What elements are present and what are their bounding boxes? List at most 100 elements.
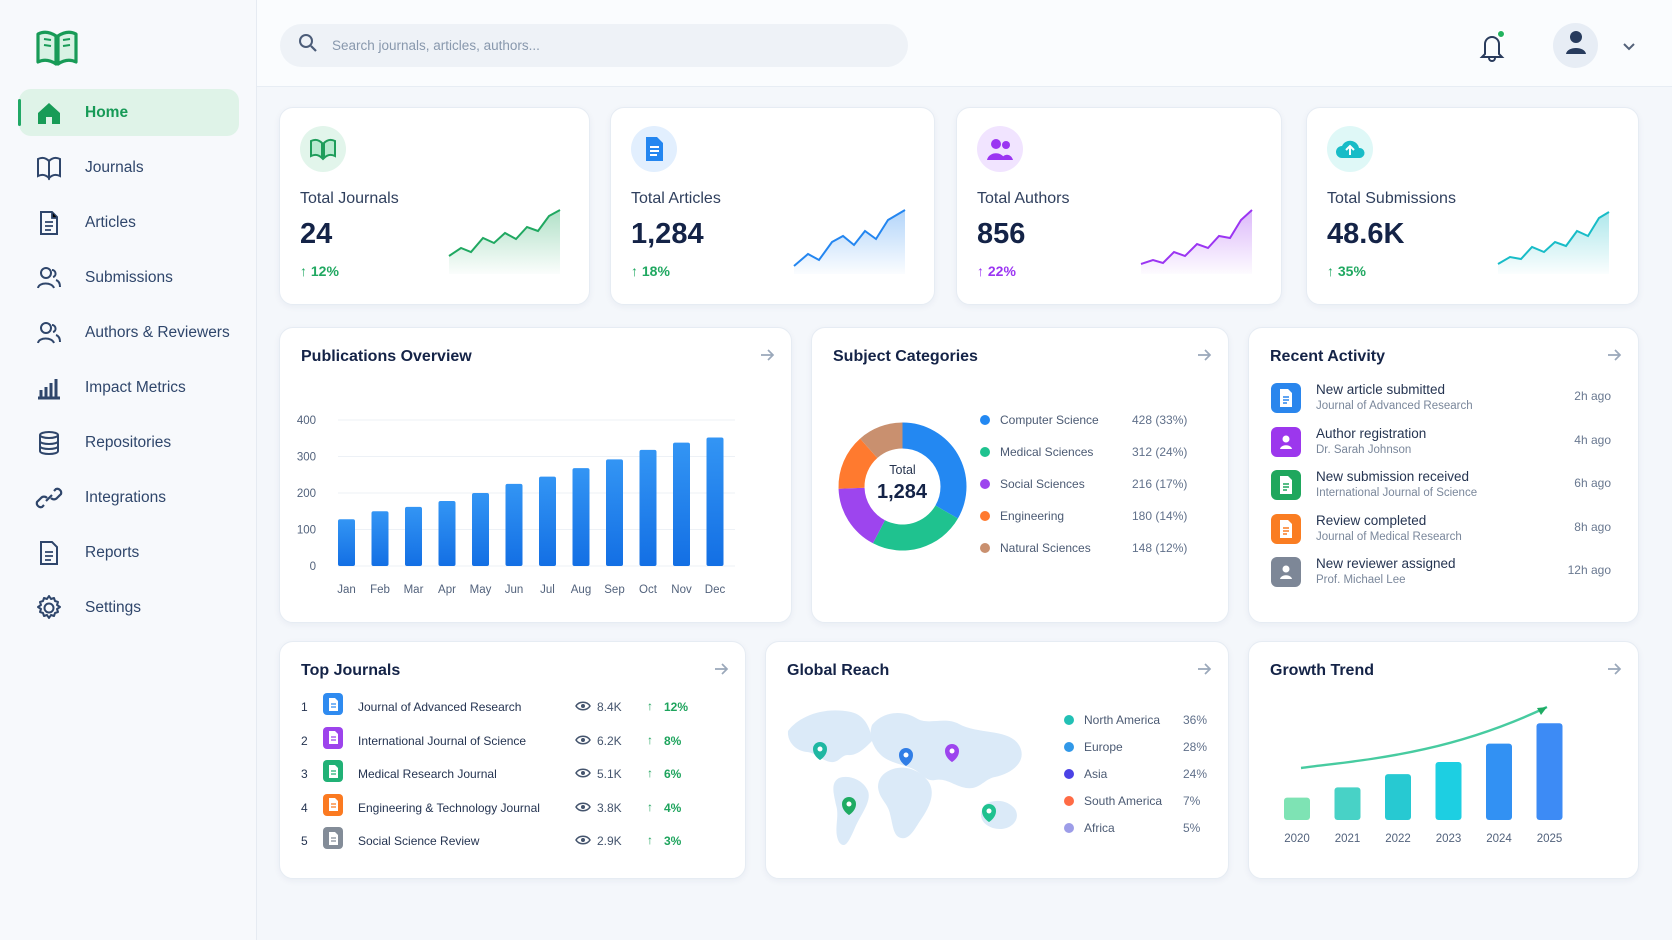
sidebar-item-impact-metrics[interactable]: Impact Metrics bbox=[19, 364, 239, 411]
search-bar[interactable] bbox=[280, 24, 908, 67]
legend-dot-icon bbox=[980, 479, 990, 489]
sidebar-item-integrations[interactable]: Integrations bbox=[19, 474, 239, 521]
region-item: Africa 5% bbox=[1064, 821, 1200, 835]
legend-value: 148 (12%) bbox=[1132, 541, 1188, 555]
publication-bar[interactable] bbox=[572, 468, 590, 566]
publication-bar[interactable] bbox=[405, 506, 422, 566]
journal-row[interactable]: 2 International Journal of Science 6.2K ↑ 8% bbox=[301, 726, 703, 756]
publication-bar[interactable] bbox=[673, 442, 690, 566]
open-book-icon[interactable] bbox=[34, 28, 80, 68]
publication-bar[interactable] bbox=[338, 519, 355, 566]
growth-bar[interactable] bbox=[1486, 743, 1512, 820]
journal-views: 2.9K bbox=[597, 834, 622, 848]
growth-bar[interactable] bbox=[1435, 761, 1462, 820]
arrow-right-icon[interactable] bbox=[1607, 348, 1622, 362]
x-tick-label: Nov bbox=[671, 584, 692, 596]
card-title: Global Reach bbox=[787, 662, 890, 679]
region-name: South America bbox=[1084, 794, 1163, 808]
donut-slice[interactable] bbox=[860, 422, 903, 459]
arrow-right-icon[interactable] bbox=[714, 662, 729, 676]
x-tick-label: Apr bbox=[438, 584, 456, 596]
activity-item[interactable]: Author registration Dr. Sarah Johnson 4h a… bbox=[1271, 423, 1611, 467]
activity-item[interactable]: New submission received International Jou… bbox=[1271, 466, 1611, 510]
donut-slice[interactable] bbox=[838, 438, 878, 489]
sidebar-item-submissions[interactable]: Submissions bbox=[19, 254, 239, 301]
publication-bar[interactable] bbox=[438, 501, 456, 566]
top-journals-card: Top Journals 1 Journal of Advanced Resear… bbox=[279, 641, 746, 879]
arrow-right-icon[interactable] bbox=[1197, 348, 1212, 362]
publication-bar[interactable] bbox=[639, 449, 657, 566]
sidebar: Home Journals Articles Submissions Autho… bbox=[0, 0, 257, 940]
sidebar-item-reports[interactable]: Reports bbox=[19, 529, 239, 576]
arrow-right-icon[interactable] bbox=[1607, 662, 1622, 676]
region-value: 7% bbox=[1183, 794, 1201, 808]
activity-time: 4h ago bbox=[1574, 432, 1611, 447]
region-dot-icon bbox=[1064, 742, 1074, 752]
sidebar-item-settings[interactable]: Settings bbox=[19, 584, 239, 631]
journal-row[interactable]: 1 Journal of Advanced Research 8.4K ↑ 12% bbox=[301, 692, 703, 722]
activity-time: 12h ago bbox=[1567, 563, 1611, 577]
legend-label: Engineering bbox=[1000, 509, 1065, 523]
sidebar-item-label: Journals bbox=[85, 158, 144, 176]
sidebar-item-authors-reviewers[interactable]: Authors & Reviewers bbox=[19, 309, 239, 356]
notification-bell-icon[interactable] bbox=[1477, 30, 1507, 62]
activity-item[interactable]: New article submitted Journal of Advanced… bbox=[1271, 379, 1611, 423]
book-icon bbox=[35, 154, 63, 182]
sidebar-item-home[interactable]: Home bbox=[18, 89, 239, 136]
growth-bar[interactable] bbox=[1334, 787, 1361, 820]
journal-row[interactable]: 5 Social Science Review 2.9K ↑ 3% bbox=[301, 826, 703, 856]
stat-card-total-submissions[interactable]: Total Submissions 48.6K ↑ 35% bbox=[1306, 107, 1639, 305]
activity-item[interactable]: Review completed Journal of Medical Resea… bbox=[1271, 510, 1611, 554]
sidebar-item-journals[interactable]: Journals bbox=[19, 144, 239, 191]
publication-bar[interactable] bbox=[505, 483, 523, 566]
card-title: Subject Categories bbox=[833, 348, 978, 365]
document-icon bbox=[323, 693, 343, 715]
database-icon bbox=[35, 429, 63, 457]
publication-bar[interactable] bbox=[606, 459, 623, 566]
region-item: Asia 24% bbox=[1064, 767, 1207, 781]
journal-rank: 4 bbox=[301, 800, 308, 815]
journal-row[interactable]: 4 Engineering & Technology Journal 3.8K ↑ 4% bbox=[301, 793, 703, 823]
gear-icon bbox=[35, 594, 63, 622]
growth-bar[interactable] bbox=[1385, 774, 1411, 820]
journal-views: 8.4K bbox=[597, 700, 622, 714]
growth-bar[interactable] bbox=[1284, 797, 1310, 820]
activity-title: New article submitted bbox=[1316, 382, 1446, 397]
search-input[interactable] bbox=[332, 38, 872, 53]
publication-bar[interactable] bbox=[539, 476, 556, 566]
sidebar-item-label: Integrations bbox=[85, 488, 166, 506]
arrow-head-icon bbox=[1537, 707, 1547, 715]
sidebar-item-label: Repositories bbox=[85, 433, 172, 451]
year-tick-label: 2022 bbox=[1385, 833, 1411, 845]
donut-slice[interactable] bbox=[872, 505, 958, 551]
region-value: 24% bbox=[1183, 767, 1208, 781]
sidebar-item-articles[interactable]: Articles bbox=[19, 199, 239, 246]
publication-bar[interactable] bbox=[472, 493, 489, 566]
stat-delta: ↑ 22% bbox=[977, 263, 1016, 279]
chevron-down-icon[interactable] bbox=[1621, 39, 1637, 51]
publication-bar[interactable] bbox=[371, 511, 389, 566]
stat-card-total-authors[interactable]: Total Authors 856 ↑ 22% bbox=[956, 107, 1282, 305]
donut-slice[interactable] bbox=[902, 422, 967, 519]
region-item: South America 7% bbox=[1064, 794, 1200, 808]
region-value: 36% bbox=[1183, 713, 1208, 727]
legend-value: 180 (14%) bbox=[1132, 509, 1188, 523]
stat-card-total-journals[interactable]: Total Journals 24 ↑ 12% bbox=[279, 107, 590, 305]
stat-delta-value: 35% bbox=[1337, 263, 1366, 279]
growth-bar[interactable] bbox=[1536, 723, 1563, 820]
legend-dot-icon bbox=[980, 447, 990, 457]
activity-title: New reviewer assigned bbox=[1316, 556, 1456, 571]
stat-value: 856 bbox=[977, 218, 1026, 250]
stat-label: Total Authors bbox=[977, 190, 1070, 207]
arrow-right-icon[interactable] bbox=[760, 348, 775, 362]
arrow-right-icon[interactable] bbox=[1197, 662, 1212, 676]
activity-item[interactable]: New reviewer assigned Prof. Michael Lee 12… bbox=[1271, 553, 1611, 597]
donut-slice[interactable] bbox=[838, 487, 885, 544]
journal-row[interactable]: 3 Medical Research Journal 5.1K ↑ 6% bbox=[301, 759, 703, 789]
publication-bar[interactable] bbox=[706, 437, 724, 566]
sidebar-item-repositories[interactable]: Repositories bbox=[19, 419, 239, 466]
region-name: Asia bbox=[1084, 767, 1108, 781]
stat-card-total-articles[interactable]: Total Articles 1,284 ↑ 18% bbox=[610, 107, 935, 305]
arrow-up-icon: ↑ bbox=[647, 766, 653, 780]
avatar[interactable] bbox=[1553, 23, 1598, 68]
